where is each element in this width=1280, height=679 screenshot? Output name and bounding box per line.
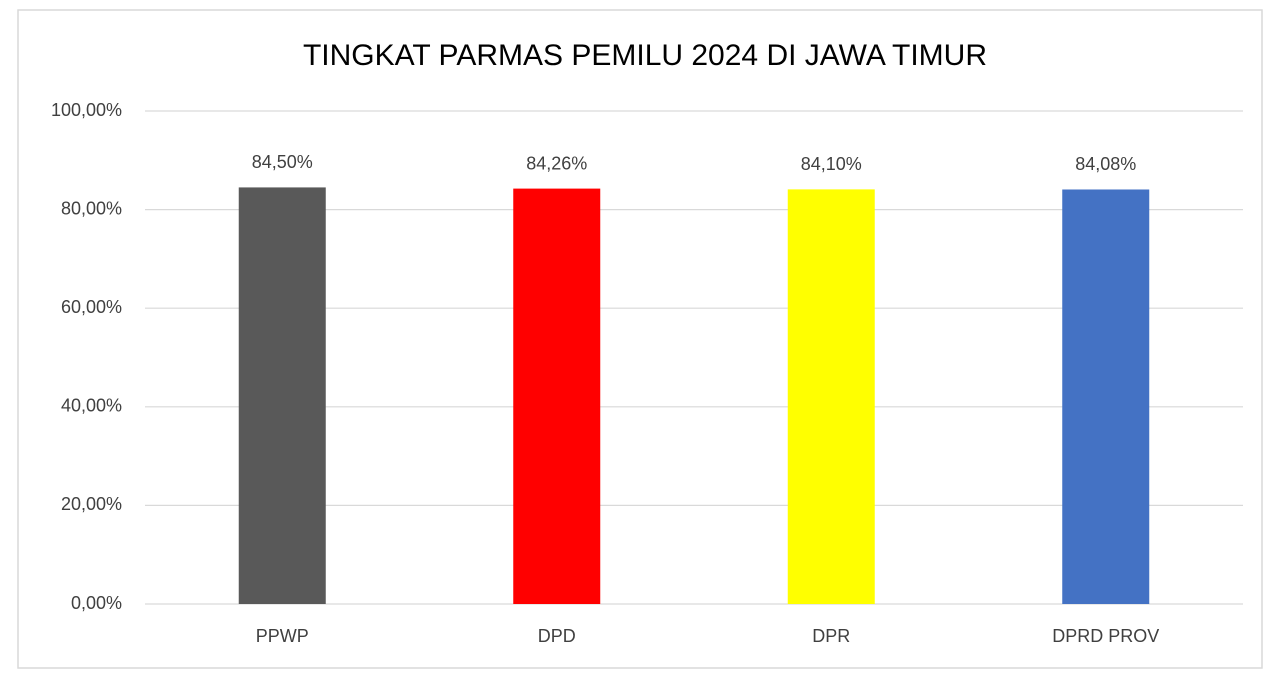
y-tick-label: 20,00%	[61, 494, 122, 514]
y-tick-label: 80,00%	[61, 198, 122, 218]
chart-frame	[17, 9, 1263, 669]
y-tick-label: 100,00%	[51, 100, 122, 120]
chart-title: TINGKAT PARMAS PEMILU 2024 DI JAWA TIMUR	[303, 39, 987, 72]
y-tick-label: 0,00%	[71, 593, 122, 613]
bar	[1062, 189, 1150, 604]
value-label: 84,08%	[1075, 154, 1136, 174]
y-tick-label: 60,00%	[61, 297, 122, 317]
value-label: 84,10%	[801, 154, 862, 174]
x-tick-label: DPR	[812, 626, 850, 646]
x-tick-label: DPRD PROV	[1052, 626, 1159, 646]
x-tick-label: DPD	[538, 626, 576, 646]
bar	[787, 189, 875, 604]
x-tick-label: PPWP	[256, 626, 309, 646]
y-tick-label: 40,00%	[61, 396, 122, 416]
bar	[513, 188, 601, 604]
bar	[238, 187, 326, 605]
value-label: 84,26%	[526, 153, 587, 173]
value-label: 84,50%	[252, 152, 313, 172]
